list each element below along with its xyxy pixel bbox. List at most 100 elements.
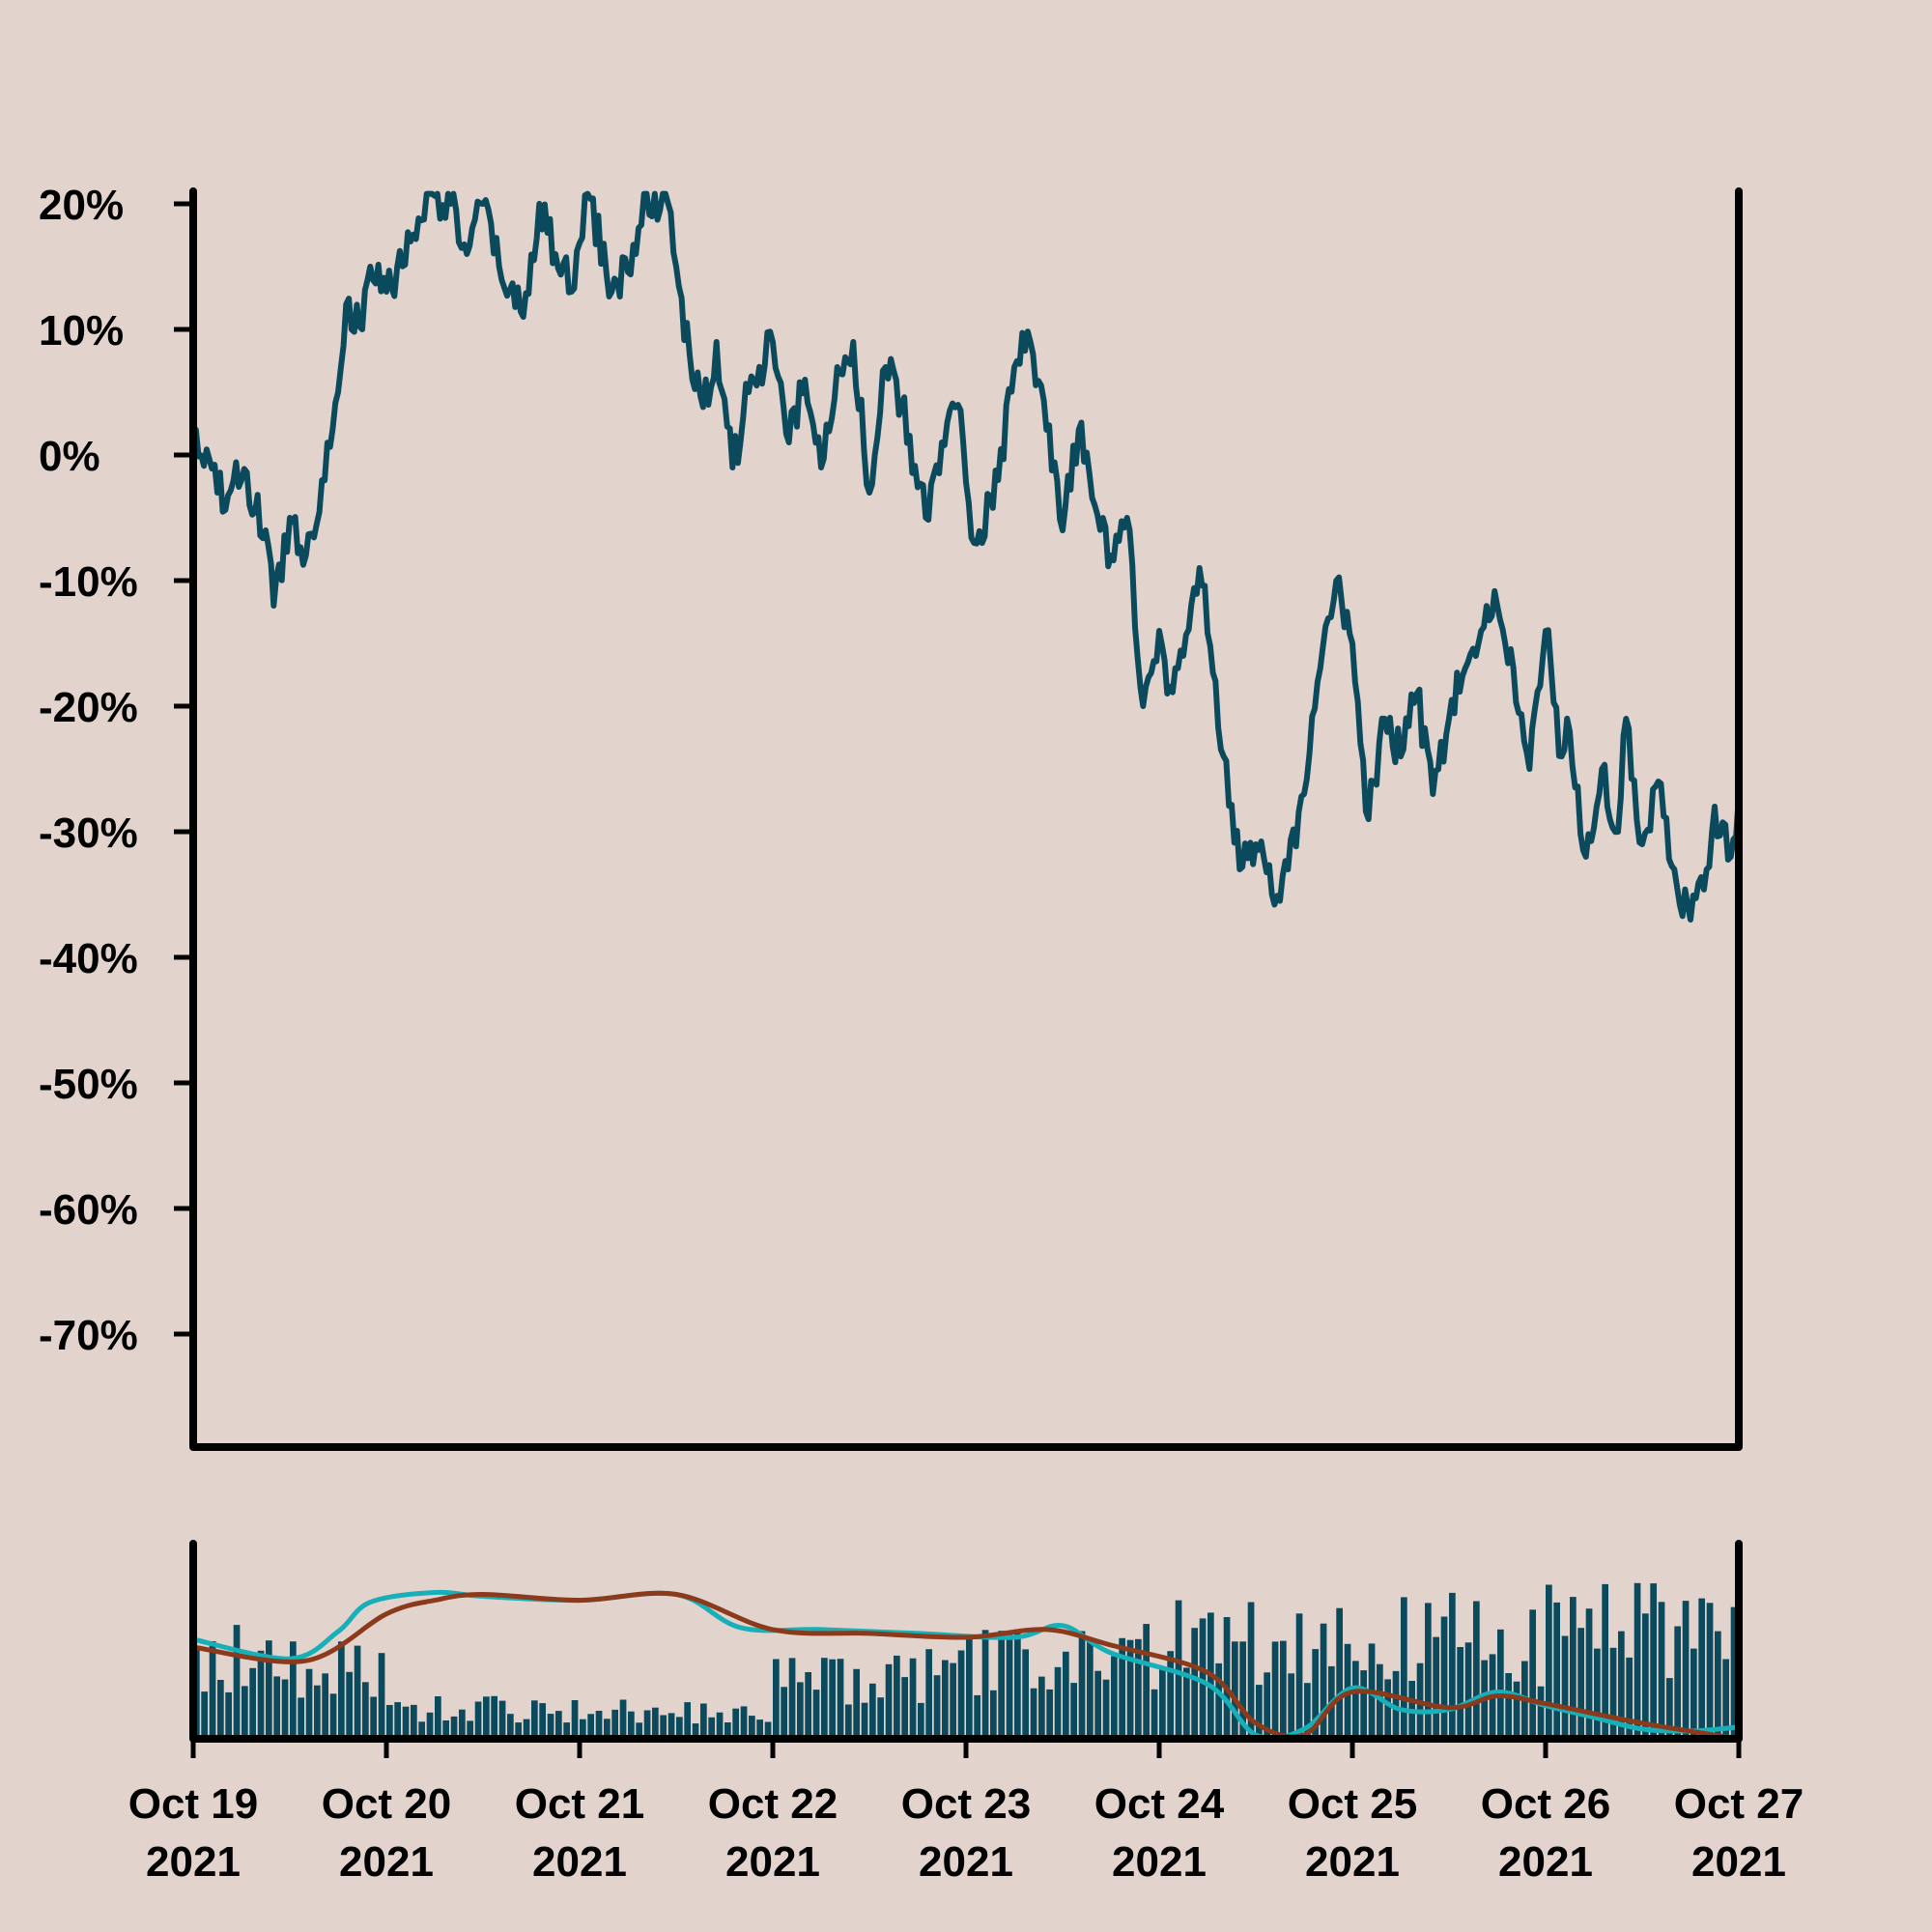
volume-bar: [1497, 1629, 1504, 1739]
volume-bar: [933, 1675, 941, 1739]
volume-bar: [314, 1685, 321, 1739]
volume-bar: [957, 1650, 965, 1739]
volume-bar: [877, 1697, 884, 1739]
volume-bar: [242, 1686, 248, 1739]
x-tick-label-date: Oct 24: [1094, 1780, 1225, 1828]
volume-bar: [1384, 1679, 1391, 1739]
volume-bar: [249, 1667, 256, 1739]
volume-bar: [812, 1690, 820, 1739]
volume-bar: [788, 1658, 796, 1739]
volume-bar: [1022, 1649, 1029, 1739]
volume-bar: [1151, 1689, 1158, 1739]
volume-bar: [1352, 1661, 1359, 1739]
volume-bar: [909, 1658, 917, 1739]
volume-bar: [845, 1704, 852, 1739]
volume-bar: [1054, 1666, 1062, 1739]
y-tick-label: -40%: [39, 935, 138, 982]
volume-bar: [1650, 1583, 1657, 1739]
volume-bar: [821, 1658, 828, 1739]
volume-bar: [1553, 1602, 1560, 1739]
volume-bar: [217, 1680, 224, 1739]
volume-bar: [362, 1682, 369, 1739]
volume-bar: [660, 1715, 667, 1739]
volume-bar: [981, 1630, 989, 1739]
volume-bar: [1730, 1606, 1738, 1739]
volume-bar: [1658, 1602, 1665, 1739]
volume-bar: [539, 1703, 546, 1739]
volume-bar: [1264, 1672, 1270, 1739]
y-tick-label: -50%: [39, 1061, 138, 1108]
volume-bar: [378, 1653, 385, 1739]
volume-bar: [1529, 1609, 1536, 1739]
volume-bar: [1320, 1623, 1327, 1739]
volume-bar: [233, 1625, 241, 1739]
volume-bar: [611, 1709, 618, 1739]
volume-bar: [781, 1687, 787, 1739]
volume-bar: [411, 1704, 417, 1739]
volume-bar: [273, 1676, 280, 1739]
volume-bar: [990, 1690, 997, 1739]
x-tick-label-year: 2021: [1305, 1838, 1400, 1886]
volume-bar: [652, 1707, 659, 1739]
volume-bar: [426, 1712, 434, 1739]
volume-bar: [1618, 1631, 1625, 1739]
volume-bar: [966, 1635, 973, 1739]
date-x-axis: Oct 19 2021 Oct 20 2021 Oct 21 2021 Oct 22 2021…: [128, 1739, 1804, 1886]
volume-bar: [1609, 1647, 1617, 1739]
x-tick-label-year: 2021: [146, 1838, 241, 1886]
slow-moving-average-line: [192, 1590, 1740, 1742]
volume-bar: [322, 1673, 328, 1739]
volume-bar: [1111, 1656, 1118, 1739]
volume-bar: [1006, 1633, 1013, 1739]
volume-bar: [1232, 1641, 1238, 1739]
volume-bar: [370, 1696, 377, 1739]
volume-bar: [523, 1719, 530, 1739]
volume-bars: [193, 1582, 1738, 1739]
volume-bar: [1030, 1688, 1037, 1739]
volume-bar: [1722, 1659, 1729, 1739]
x-tick-label-year: 2021: [532, 1838, 627, 1886]
x-tick-label-date: Oct 25: [1288, 1780, 1418, 1828]
volume-bar: [1183, 1667, 1190, 1739]
x-tick-label-year: 2021: [1112, 1838, 1207, 1886]
volume-bar: [797, 1682, 804, 1739]
volume-bar: [684, 1702, 691, 1739]
y-tick-label: -60%: [39, 1186, 138, 1234]
x-tick-label-year: 2021: [1691, 1838, 1786, 1886]
volume-bar: [1223, 1617, 1231, 1739]
x-tick-label-date: Oct 21: [515, 1780, 645, 1828]
volume-bar: [1119, 1637, 1125, 1739]
volume-bar: [1304, 1683, 1311, 1739]
volume-bar: [1014, 1632, 1021, 1739]
x-tick-label-date: Oct 26: [1481, 1780, 1611, 1828]
volume-bar: [1537, 1686, 1545, 1739]
volume-bar: [595, 1711, 603, 1739]
volume-bar: [1561, 1635, 1569, 1739]
volume-bar: [894, 1655, 900, 1739]
volume-bar: [773, 1659, 780, 1739]
volume-bar: [1360, 1670, 1367, 1739]
volume-bar: [925, 1649, 932, 1739]
volume-bar: [467, 1720, 473, 1739]
volume-bar: [394, 1702, 401, 1739]
price-y-axis-ticks: 20% 10% 0% -10% -20% -30% -40% -50% -60% -70%: [39, 182, 193, 1359]
volume-bar: [1449, 1592, 1456, 1739]
volume-bar: [1570, 1597, 1577, 1739]
volume-bar: [580, 1719, 586, 1739]
x-tick-label-year: 2021: [1498, 1838, 1593, 1886]
y-tick-label: 20%: [39, 182, 124, 229]
volume-bar: [756, 1719, 763, 1739]
volume-bar: [1634, 1582, 1641, 1739]
volume-bar: [1087, 1638, 1094, 1739]
volume-bar: [290, 1641, 297, 1739]
volume-bar: [853, 1668, 860, 1739]
volume-bar: [998, 1631, 1005, 1739]
volume-bar: [354, 1645, 361, 1739]
volume-bar: [1642, 1613, 1649, 1739]
volume-bar: [1078, 1631, 1086, 1739]
price-series-line: [190, 190, 1742, 923]
volume-bar: [628, 1711, 635, 1739]
volume-bar: [918, 1702, 924, 1739]
volume-bar: [692, 1723, 699, 1739]
